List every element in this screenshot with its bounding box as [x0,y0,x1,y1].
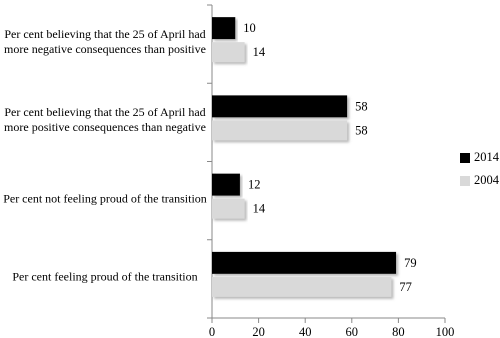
category-label: Per cent feeling proud of the transition [12,269,198,284]
value-label: 12 [248,178,261,192]
value-label: 77 [399,280,412,294]
x-tick-label: 100 [436,325,455,338]
bar [212,17,236,40]
category-label: Per cent believing that the 25 of April … [4,27,206,57]
category-label: Per cent not feeling proud of the transi… [3,191,207,206]
legend-swatch [460,153,470,163]
x-tick-label: 0 [209,325,215,338]
value-label: 14 [253,202,266,216]
bar [212,95,348,118]
legend-label: 2004 [474,173,500,187]
bar [212,276,392,297]
x-tick-label: 20 [252,325,265,338]
bar [212,42,245,63]
legend-label: 2014 [474,150,500,164]
x-tick-label: 40 [299,325,312,338]
value-label: 58 [355,99,368,113]
bar [212,198,245,219]
value-label: 79 [404,256,417,270]
value-label: 58 [355,123,368,137]
bar [212,251,397,274]
value-label: 14 [253,45,266,59]
x-tick-label: 80 [392,325,405,338]
x-tick-label: 60 [346,325,359,338]
category-label: Per cent believing that the 25 of April … [4,105,206,135]
value-label: 10 [243,21,256,35]
legend-swatch [460,176,470,186]
bar [212,120,348,141]
bar [212,173,240,196]
